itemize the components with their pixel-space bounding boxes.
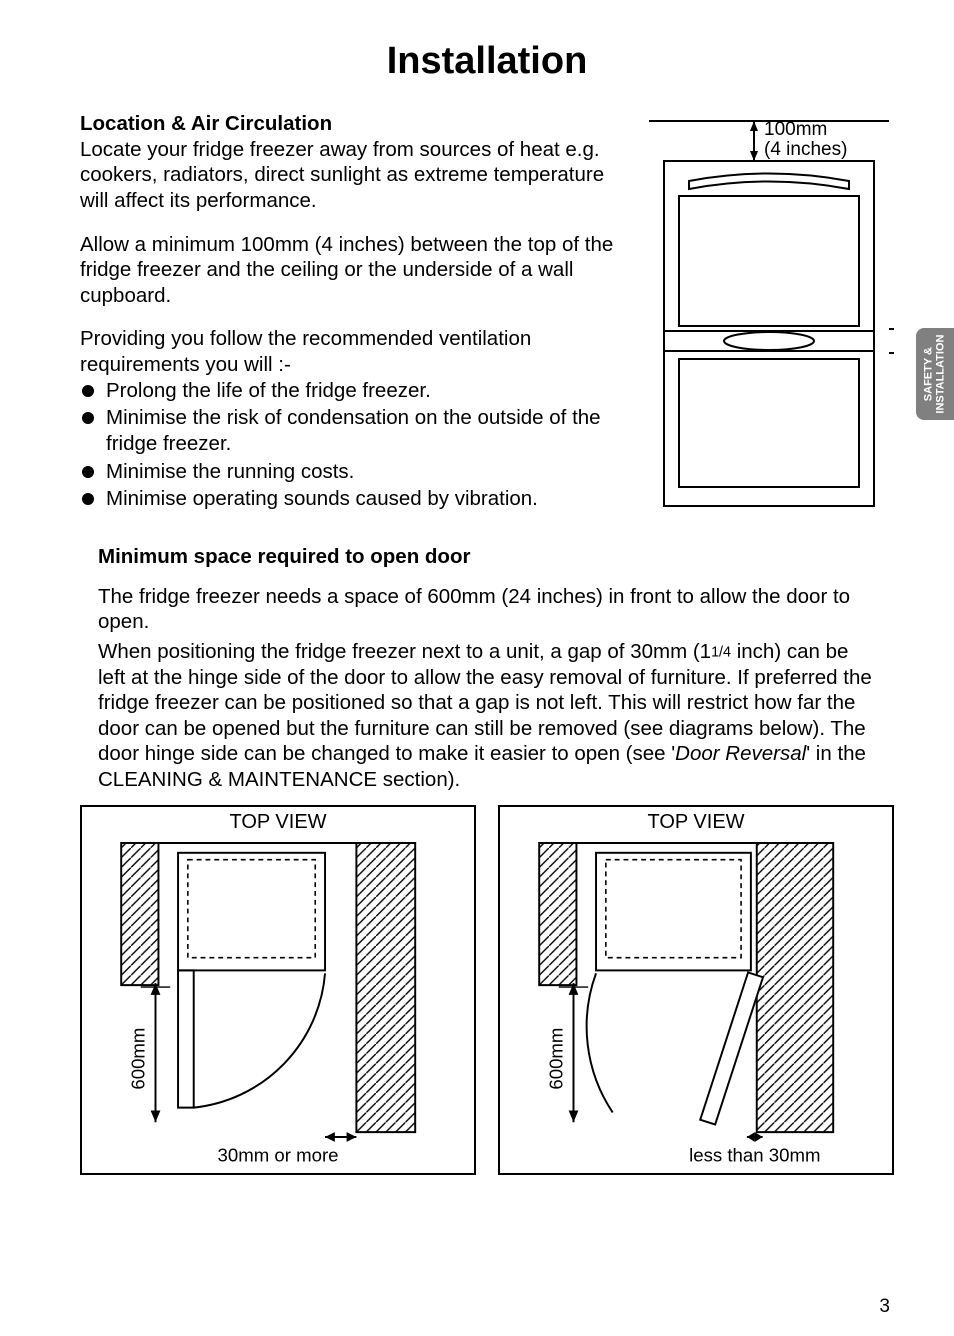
top-view-right: TOP VIEW [498, 805, 894, 1175]
gap-label: 30mm or more [218, 1144, 339, 1165]
location-bullets: Prolong the life of the fridge freezer. … [80, 378, 634, 512]
depth-label: 600mm [128, 1027, 149, 1089]
clearance-label-2: (4 inches) [764, 139, 847, 160]
location-para3: Providing you follow the recommended ven… [80, 326, 634, 377]
page-container: Installation Location & Air Circulation … [0, 0, 954, 1336]
location-para2: Allow a minimum 100mm (4 inches) between… [80, 232, 634, 309]
gap-label: less than 30mm [689, 1144, 820, 1165]
bullet-item: Minimise operating sounds caused by vibr… [80, 486, 634, 512]
fridge-clearance-diagram: 100mm (4 inches) [644, 111, 894, 516]
side-tab-line2: INSTALLATION [935, 334, 947, 413]
page-number: 3 [879, 1296, 890, 1318]
location-text: Location & Air Circulation Locate your f… [80, 111, 634, 516]
diagram-title: TOP VIEW [82, 811, 474, 834]
door-heading: Minimum space required to open door [98, 544, 876, 570]
door-para1: The fridge freezer needs a space of 600m… [98, 584, 876, 635]
bullet-item: Minimise the running costs. [80, 459, 634, 485]
location-para1: Locate your fridge freezer away from sou… [80, 137, 634, 214]
side-tab-line1: SAFETY & [923, 347, 935, 401]
fridge-svg: 100mm (4 inches) [644, 111, 894, 511]
depth-label: 600mm [546, 1027, 567, 1089]
top-view-left-svg: 600mm 30mm or more [82, 807, 474, 1173]
location-block: Location & Air Circulation Locate your f… [80, 111, 894, 516]
side-tab: SAFETY & INSTALLATION [916, 328, 954, 420]
clearance-label-1: 100mm [764, 119, 827, 140]
bullet-item: Minimise the risk of condensation on the… [80, 405, 634, 456]
top-view-right-svg: 600mm less than 30mm [500, 807, 892, 1173]
bullet-item: Prolong the life of the fridge freezer. [80, 378, 634, 404]
page-title: Installation [80, 40, 894, 83]
door-para2: When positioning the fridge freezer next… [98, 639, 876, 793]
top-view-diagrams: TOP VIEW [80, 805, 894, 1175]
location-heading: Location & Air Circulation [80, 111, 634, 137]
diagram-title: TOP VIEW [500, 811, 892, 834]
top-view-left: TOP VIEW [80, 805, 476, 1175]
door-space-section: Minimum space required to open door The … [80, 544, 894, 793]
